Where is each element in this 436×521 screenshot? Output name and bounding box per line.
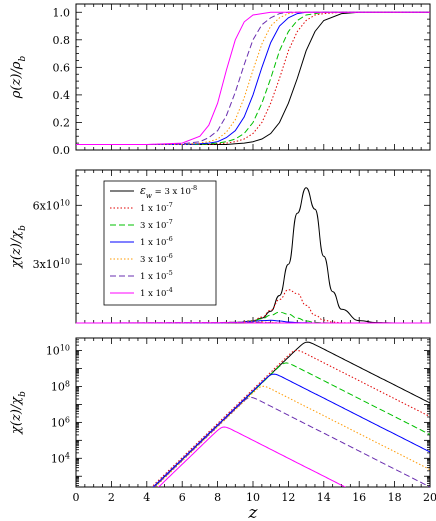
legend-label: 3 x 10-7 <box>140 218 173 231</box>
y-tick-label: 6x1010 <box>33 198 70 213</box>
susceptibility-log-series-line <box>153 362 430 487</box>
y-axis-label: χ(z)/χb <box>9 225 28 269</box>
y-tick-label: 1.0 <box>53 6 71 19</box>
susceptibility-linear-panel: 3x1010 6x1010 χ(z)/χb εw = 3 x 10-81 x 10-7… <box>9 169 431 324</box>
x-tick-label: 16 <box>352 491 366 504</box>
susceptibility-series-line <box>76 311 430 324</box>
y-tick-label: 104 <box>51 451 70 466</box>
density-panel: 0.0 0.2 0.4 0.6 0.8 1.0 ρ(z)/ρb <box>9 3 431 157</box>
x-tick-label: 12 <box>281 491 295 504</box>
x-tick-label: 0 <box>73 491 80 504</box>
plot-frame <box>75 337 431 488</box>
susceptibility-log-series-line <box>154 385 430 487</box>
y-axis-label: ρ(z)/ρb <box>9 56 28 100</box>
y-axis-label: χ(z)/χb <box>9 391 28 435</box>
density-series-line <box>76 11 430 145</box>
legend-label: 1 x 10-6 <box>140 235 173 248</box>
density-series-line <box>76 11 430 145</box>
susceptibility-log-panel: 104 106 108 1010 0 2 4 6 8 10 12 14 16 18 20 z χ(z)/χb <box>9 337 436 521</box>
x-tick-label: 6 <box>179 491 186 504</box>
density-series-line <box>76 11 430 145</box>
legend-label: 1 x 10-7 <box>140 201 173 214</box>
susceptibility-series-line <box>75 321 430 324</box>
density-series-line <box>76 11 430 145</box>
density-series-line <box>76 11 430 145</box>
y-tick-label: 0.4 <box>53 89 71 102</box>
legend-label: εw = 3 x 10-8 <box>140 184 197 200</box>
y-tick-label: 0.6 <box>53 61 71 74</box>
y-tick-label: 108 <box>51 379 70 394</box>
y-tick-label: 0.0 <box>53 144 71 157</box>
y-tick-label: 1010 <box>46 343 70 358</box>
x-tick-label: 2 <box>108 491 115 504</box>
plot-frame <box>75 3 431 151</box>
x-tick-label: 20 <box>423 491 436 504</box>
density-series-line <box>76 11 430 145</box>
legend-box <box>103 180 217 306</box>
legend-label: 1 x 10-4 <box>140 286 173 299</box>
y-tick-label: 3x1010 <box>33 257 70 272</box>
y-tick-label: 106 <box>51 415 70 430</box>
x-axis-label: z <box>248 503 259 521</box>
y-tick-label: 0.8 <box>53 34 71 47</box>
susceptibility-log-series-line <box>150 349 430 487</box>
legend-label: 1 x 10-5 <box>140 269 173 282</box>
density-series-line <box>76 11 430 145</box>
susceptibility-log-series-line <box>157 426 347 487</box>
series-group <box>150 341 430 487</box>
x-tick-label: 4 <box>143 491 150 504</box>
susceptibility-log-series-line <box>152 373 430 487</box>
x-tick-label: 14 <box>317 491 331 504</box>
x-tick-label: 18 <box>388 491 402 504</box>
x-tick-label: 8 <box>214 491 221 504</box>
legend-label: 3 x 10-6 <box>140 252 173 265</box>
x-tick-label: 10 <box>246 491 260 504</box>
y-tick-label: 0.2 <box>53 116 71 129</box>
susceptibility-log-series-line <box>153 396 430 487</box>
